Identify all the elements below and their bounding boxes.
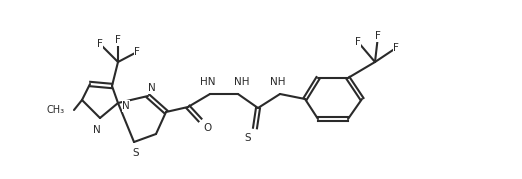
Text: O: O (204, 123, 212, 133)
Text: F: F (134, 47, 140, 57)
Text: F: F (393, 43, 399, 53)
Text: N: N (122, 101, 130, 111)
Text: NH: NH (270, 77, 286, 87)
Text: F: F (355, 37, 361, 47)
Text: CH₃: CH₃ (47, 105, 65, 115)
Text: F: F (375, 31, 381, 41)
Text: S: S (133, 148, 139, 158)
Text: N: N (148, 83, 156, 93)
Text: N: N (93, 125, 101, 135)
Text: S: S (245, 133, 251, 143)
Text: F: F (115, 35, 121, 45)
Text: F: F (97, 39, 103, 49)
Text: HN: HN (200, 77, 216, 87)
Text: NH: NH (234, 77, 250, 87)
